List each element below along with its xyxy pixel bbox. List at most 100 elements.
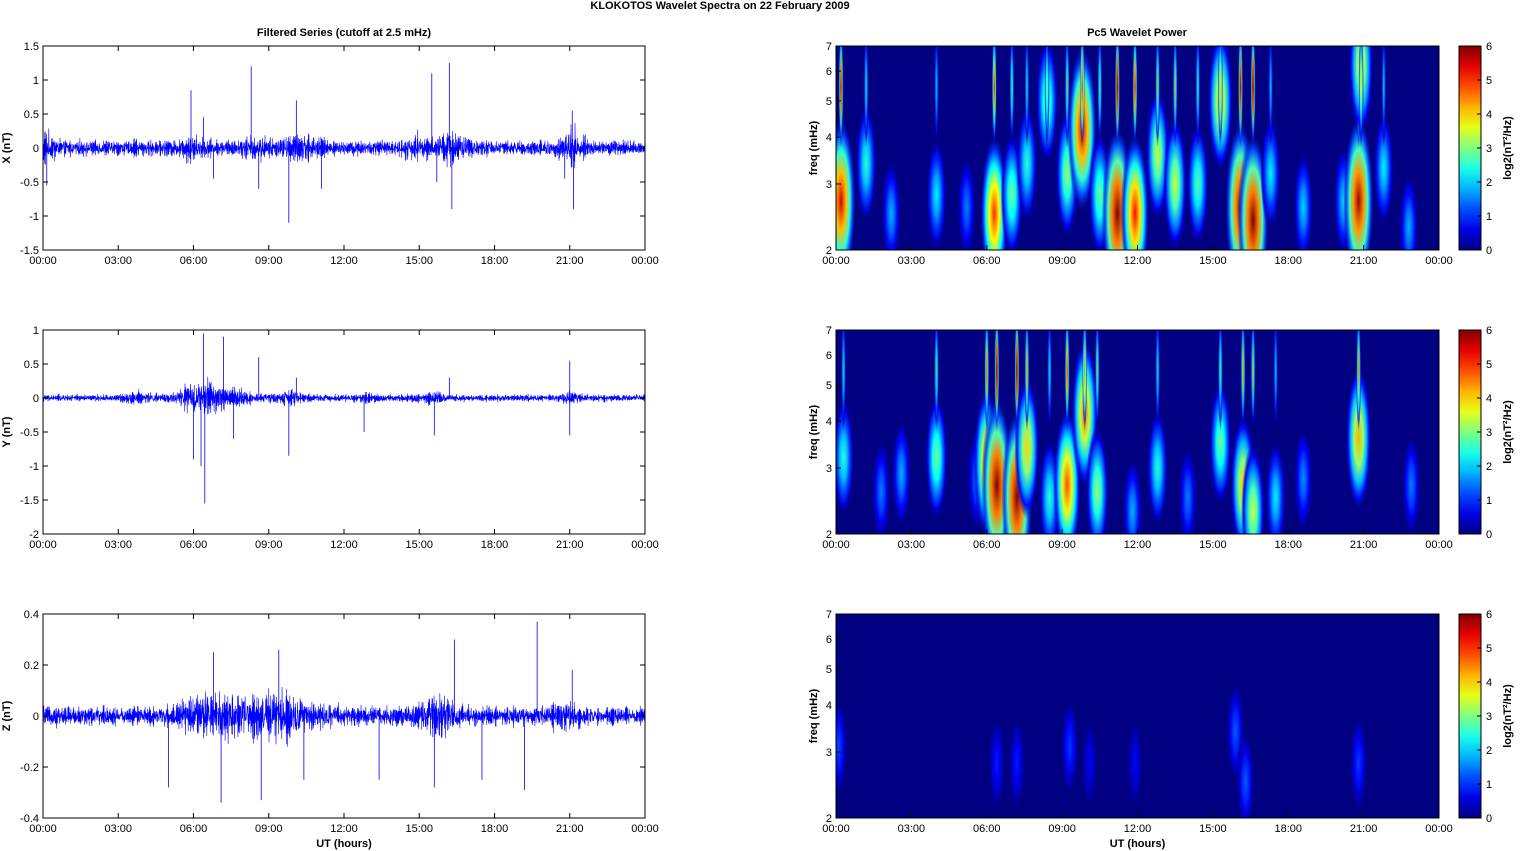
power-blob — [1343, 114, 1374, 250]
y-tick-label: -2 — [29, 529, 39, 541]
power-streak — [934, 46, 939, 148]
power-streak — [1079, 46, 1085, 148]
power-blob — [1016, 103, 1038, 224]
power-streak — [1044, 46, 1050, 148]
power-blob — [1293, 151, 1314, 250]
power-streak — [1064, 330, 1070, 432]
power-streak — [1009, 46, 1015, 148]
y-tick-label: 5 — [826, 380, 832, 392]
x-tick-label: 09:00 — [1048, 823, 1076, 835]
y-tick-label: 2 — [826, 245, 832, 257]
power-streak — [1381, 46, 1387, 148]
y-tick-label: -0.5 — [20, 177, 39, 189]
y-tick-label: -0.4 — [20, 813, 39, 825]
x-tick-label: 09:00 — [1048, 539, 1076, 551]
power-streak — [1273, 330, 1279, 432]
y-tick-label: 4 — [826, 132, 832, 144]
x-tick-label: 15:00 — [405, 823, 433, 835]
left-column-title: Filtered Series (cutoff at 2.5 mHz) — [257, 27, 432, 39]
x-tick-label: 00:00 — [29, 823, 57, 835]
y-tick-label: 0.5 — [24, 109, 39, 121]
power-blob — [1399, 172, 1419, 250]
colorbar-tick-label: 6 — [1486, 41, 1492, 53]
x-tick-label: 00:00 — [822, 539, 850, 551]
power-streak — [1240, 330, 1246, 432]
right-column-title: Pc5 Wavelet Power — [1087, 27, 1188, 39]
x-tick-label: 18:00 — [1274, 539, 1302, 551]
power-streak — [1250, 46, 1256, 148]
x-tick-label: 00:00 — [29, 539, 57, 551]
power-blob — [1209, 378, 1232, 507]
x-tick-label: 06:00 — [180, 539, 208, 551]
x-tick-label: 00:00 — [29, 255, 57, 267]
power-blob — [925, 393, 948, 522]
x-tick-label: 00:00 — [1425, 539, 1453, 551]
y-tick-label: 7 — [826, 41, 832, 53]
power-streak — [1094, 330, 1100, 432]
x-tick-label: 21:00 — [1350, 823, 1378, 835]
x-axis-label: UT (hours) — [316, 838, 372, 850]
x-tick-label: 21:00 — [556, 255, 584, 267]
y-tick-label: 3 — [826, 179, 832, 191]
x-tick-label: 12:00 — [330, 255, 358, 267]
power-streak — [1155, 330, 1161, 432]
power-blob — [836, 697, 848, 797]
power-blob — [1402, 433, 1421, 534]
series-line — [42, 687, 646, 747]
x-tick-label: 03:00 — [898, 539, 926, 551]
y-tick-label: 0 — [33, 143, 39, 155]
power-streak — [1114, 46, 1120, 148]
x-tick-label: 15:00 — [1199, 823, 1227, 835]
x-tick-label: 15:00 — [405, 539, 433, 551]
y-axis-label: Y (nT) — [1, 416, 13, 447]
power-streak — [1132, 46, 1138, 148]
x-tick-label: 18:00 — [1274, 823, 1302, 835]
power-streak — [1155, 46, 1161, 148]
power-blob — [872, 439, 891, 534]
x-tick-label: 12:00 — [1124, 823, 1152, 835]
power-blob — [980, 133, 1009, 250]
y-tick-label: 6 — [826, 634, 832, 646]
power-streak — [1195, 46, 1201, 148]
x-tick-label: 03:00 — [104, 823, 132, 835]
power-streak — [984, 330, 990, 432]
x-tick-label: 21:00 — [556, 539, 584, 551]
power-blob — [1085, 425, 1109, 534]
heatmap-blobs — [836, 46, 1419, 250]
x-tick-label: 06:00 — [180, 823, 208, 835]
colorbar-tick-label: 5 — [1486, 359, 1492, 371]
power-blob — [957, 155, 976, 250]
y-tick-label: 0.2 — [24, 660, 39, 672]
power-streak — [1024, 330, 1030, 432]
x-tick-label: 15:00 — [405, 255, 433, 267]
x-tick-label: 09:00 — [255, 255, 283, 267]
x-tick-label: 09:00 — [255, 823, 283, 835]
colorbar-tick-label: 6 — [1486, 325, 1492, 337]
power-blob — [1127, 717, 1143, 809]
figure-title: KLOKOTOS Wavelet Spectra on 22 February … — [590, 0, 849, 12]
y-axis-label: Z (nT) — [1, 700, 13, 731]
power-streak — [1082, 330, 1088, 432]
series-line — [42, 122, 646, 169]
y-tick-label: 0.5 — [24, 359, 39, 371]
power-streak — [1097, 46, 1103, 148]
x-tick-label: 15:00 — [1199, 255, 1227, 267]
power-blob — [1120, 132, 1150, 250]
x-tick-label: 18:00 — [481, 539, 509, 551]
colorbar-tick-label: 2 — [1486, 745, 1492, 757]
power-blob — [1178, 445, 1197, 534]
y-tick-label: 6 — [826, 66, 832, 78]
power-blob — [1241, 443, 1265, 534]
filtered-z-panel: 0.40.20-0.2-0.400:00 03:00 06:00 09:00 12:00… — [1, 609, 659, 850]
x-tick-label: 00:00 — [1425, 823, 1453, 835]
power-blob — [881, 159, 901, 250]
y-axis-label: freq (mHz) — [808, 120, 820, 175]
colorbar-tick-label: 0 — [1486, 529, 1492, 541]
power-blob — [836, 397, 855, 518]
power-blob — [1265, 440, 1286, 534]
x-tick-label: 15:00 — [1199, 539, 1227, 551]
colorbar-tick-label: 2 — [1486, 461, 1492, 473]
y-tick-label: -1 — [29, 211, 39, 223]
